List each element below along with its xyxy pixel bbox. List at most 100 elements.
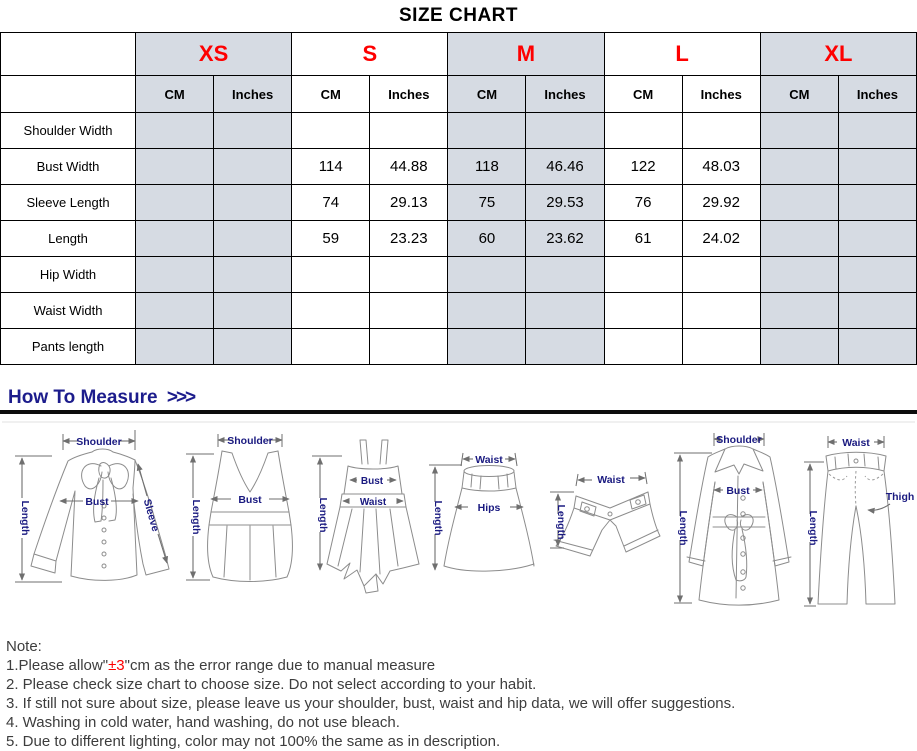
row-label: Bust Width	[0, 148, 136, 185]
coat-diagram: Shoulder Bust Length	[674, 433, 792, 606]
size-cell	[759, 220, 839, 257]
size-cell	[447, 112, 527, 149]
skirt-waist-label: Waist	[475, 454, 503, 466]
size-cell: 60	[447, 220, 527, 257]
coat-bust-label: Bust	[726, 485, 750, 497]
note-item-2: 2. Please check size chart to choose siz…	[6, 676, 537, 693]
size-cell	[369, 328, 449, 365]
size-cell: 76	[603, 184, 683, 221]
measure-diagrams-svg: Shoulder Length Bust Sleeve	[2, 421, 915, 607]
dress-diagram: Bust Waist Length	[312, 439, 420, 594]
blouse-diagram: Shoulder Length Bust Sleeve	[15, 430, 170, 583]
unit-header-row: CM Inches CM Inches CM Inches CM Inches …	[0, 75, 917, 113]
how-to-measure-text: How To Measure	[8, 387, 158, 408]
row-label: Waist Width	[0, 292, 136, 329]
tank-shoulder-label: Shoulder	[227, 435, 273, 447]
pants-diagram: Waist Length Thigh	[804, 436, 915, 607]
size-cell: 48.03	[681, 148, 761, 185]
page-title: SIZE CHART	[399, 5, 518, 26]
size-cell	[525, 292, 605, 329]
unit-header: Inches	[213, 75, 293, 113]
row-label: Hip Width	[0, 256, 136, 293]
unit-header: CM	[759, 75, 839, 113]
size-cell	[837, 292, 917, 329]
measure-diagrams: Shoulder Length Bust Sleeve	[0, 414, 917, 634]
size-cell: 29.92	[681, 184, 761, 221]
size-cell	[603, 112, 683, 149]
size-cell: 75	[447, 184, 527, 221]
size-cell	[759, 256, 839, 293]
table-row: Hip Width	[0, 256, 917, 293]
size-cell	[213, 328, 293, 365]
row-label: Shoulder Width	[0, 112, 136, 149]
size-cell	[759, 328, 839, 365]
pants-thigh-label: Thigh	[886, 491, 915, 503]
note-item-1: 1.Please allow"±3"cm as the error range …	[6, 656, 917, 675]
size-cell	[134, 328, 215, 365]
unit-header: CM	[447, 75, 527, 113]
blouse-sleeve-label: Sleeve	[141, 498, 162, 533]
size-cell	[837, 184, 917, 221]
size-cell	[447, 328, 527, 365]
coat-length-label: Length	[677, 511, 689, 546]
skirt-length-label: Length	[432, 501, 444, 536]
size-cell	[447, 292, 527, 329]
size-cell	[291, 112, 371, 149]
size-header-l: L	[603, 32, 761, 76]
unit-header: Inches	[837, 75, 917, 113]
size-cell: 29.13	[369, 184, 449, 221]
note-item-5: 5. Due to different lighting, color may …	[6, 733, 501, 750]
size-cell: 61	[603, 220, 683, 257]
size-cell	[213, 292, 293, 329]
size-cell	[134, 112, 215, 149]
unit-header: Inches	[369, 75, 449, 113]
row-label: Sleeve Length	[0, 184, 136, 221]
size-cell: 114	[291, 148, 371, 185]
size-cell: 23.23	[369, 220, 449, 257]
size-cell	[837, 112, 917, 149]
size-header-xs: XS	[134, 32, 293, 76]
skirt-diagram: Waist Hips Length	[429, 452, 535, 572]
size-cell	[369, 256, 449, 293]
size-cell	[369, 292, 449, 329]
size-cell: 23.62	[525, 220, 605, 257]
unit-header: Inches	[681, 75, 761, 113]
note-item-4: 4. Washing in cold water, hand washing, …	[6, 714, 400, 731]
size-cell	[291, 292, 371, 329]
size-cell: 122	[603, 148, 683, 185]
how-to-measure-heading: How To Measure >>>	[8, 387, 917, 409]
dress-bust-label: Bust	[361, 476, 384, 487]
size-cell	[369, 112, 449, 149]
size-cell	[525, 112, 605, 149]
blouse-shoulder-label: Shoulder	[76, 436, 122, 448]
row-label: Length	[0, 220, 136, 257]
note-1-suffix: "cm as the error range due to manual mea…	[124, 657, 436, 674]
size-cell	[447, 256, 527, 293]
size-cell	[837, 328, 917, 365]
table-row: Pants length	[0, 328, 917, 365]
note-1-prefix: 1.Please allow"	[6, 657, 109, 674]
size-cell	[837, 220, 917, 257]
size-cell: 46.46	[525, 148, 605, 185]
skirt-hips-label: Hips	[478, 502, 501, 514]
size-cell	[603, 328, 683, 365]
size-cell	[525, 256, 605, 293]
size-cell	[134, 148, 215, 185]
shorts-diagram: Waist Length	[550, 471, 661, 557]
chevrons-icon: >>>	[166, 387, 196, 408]
notes-section: Note: 1.Please allow"±3"cm as the error …	[6, 637, 917, 751]
pants-length-label: Length	[807, 511, 819, 546]
size-cell	[603, 292, 683, 329]
size-cell	[681, 328, 761, 365]
size-cell	[681, 112, 761, 149]
shorts-length-label: Length	[555, 505, 567, 540]
tank-length-label: Length	[190, 500, 202, 535]
coat-shoulder-label: Shoulder	[716, 434, 762, 446]
size-cell	[213, 220, 293, 257]
pants-waist-label: Waist	[842, 437, 870, 449]
size-cell	[134, 220, 215, 257]
unit-header: CM	[291, 75, 371, 113]
size-cell: 29.53	[525, 184, 605, 221]
table-row: Bust Width 114 44.88 118 46.46 122 48.03	[0, 148, 917, 185]
